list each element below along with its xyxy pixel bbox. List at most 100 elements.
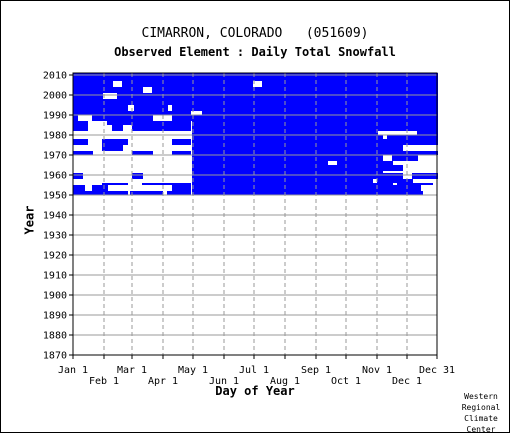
x-tick-label: Dec 31 [419,365,455,376]
y-tick-label: 1920 [43,251,67,262]
data-bar [172,115,438,121]
x-tick-label: Nov 1 [362,365,392,376]
data-bar [397,183,433,185]
data-bar [192,183,393,185]
y-tick-label: 2000 [43,91,67,102]
data-bar [192,135,383,139]
data-bar [142,183,191,185]
x-tick-label: Aug 1 [270,376,300,387]
y-tick-label: 1900 [43,291,67,302]
y-tick-label: 1870 [43,351,67,362]
y-tick-label: 1940 [43,211,67,222]
data-bar [377,179,413,183]
data-bar [152,87,438,93]
data-bar [192,185,421,191]
credit-block: Western Regional Climate Center [452,391,510,435]
data-bar [107,121,191,125]
data-bar [117,93,438,99]
data-bar [192,151,438,155]
data-bar [73,173,83,179]
x-tick-label: Jun 1 [209,376,239,387]
x-axis-label: Day of Year [215,384,295,398]
data-bar [392,155,418,161]
data-bar [192,161,328,165]
x-tick-label: Jan 1 [58,365,88,376]
data-bar [172,139,191,145]
y-tick-label: 1950 [43,191,67,202]
data-bar [73,115,78,121]
y-tick-label: 1980 [43,131,67,142]
data-bar [192,125,438,131]
data-bar [132,125,191,131]
data-bar [102,183,128,185]
data-layer [73,73,438,195]
y-tick-label: 1990 [43,111,67,122]
data-bar [73,99,438,105]
data-bar [73,105,128,111]
chart-title: CIMARRON, COLORADO (051609) [141,26,369,41]
data-bar [172,185,191,191]
data-bar [102,145,123,151]
data-bar [73,139,88,145]
data-bar [132,151,153,155]
y-tick-label: 1880 [43,331,67,342]
data-bar [73,125,88,131]
y-tick-label: 2010 [43,71,67,82]
data-bar [132,173,143,179]
data-bar [417,131,438,135]
x-tick-label: Oct 1 [331,376,361,387]
data-bar [192,121,438,125]
x-tick-label: Jul 1 [239,365,269,376]
data-bar [134,105,168,111]
x-tick-label: Dec 1 [392,376,422,387]
y-tick-label: 1890 [43,311,67,322]
data-bar [73,87,143,93]
data-bar [92,185,108,191]
credit-line: Climate [464,414,498,423]
data-bar [73,81,113,87]
data-bar [73,111,191,115]
data-bar [73,151,93,155]
data-bar [73,185,85,191]
data-bar [112,125,123,131]
grid-layer [73,73,437,356]
data-bar [92,115,153,121]
data-bar [192,179,373,183]
data-bar [202,111,438,115]
y-tick-label: 1910 [43,271,67,282]
x-tick-label: Mar 1 [117,365,147,376]
plot-border [72,72,438,356]
data-bar [172,105,438,111]
data-bar [192,139,438,145]
chart-subtitle: Observed Element : Daily Total Snowfall [114,45,396,59]
x-tick-label: Apr 1 [148,376,178,387]
data-bar [73,77,438,81]
data-bar [192,165,403,171]
data-bar [73,191,128,195]
y-tick-group: 1870 1880 1890 1900 1910 1920 1930 1940 1950 1960… [43,71,73,362]
data-bar [387,135,438,139]
x-tick-label: Feb 1 [89,376,119,387]
y-tick-label: 1970 [43,151,67,162]
y-axis-label: Year [22,205,37,235]
data-bar [167,191,191,195]
credit-line: Regional [461,403,501,412]
credit-line: Center [466,425,496,434]
data-bar [412,173,438,179]
data-bar [102,139,128,145]
data-bar [262,81,438,87]
data-bar [172,151,191,155]
x-tick-label: May 1 [178,365,208,376]
x-tick-label: Sep 1 [301,365,331,376]
x-tick-group: Jan 1 Mar 1 May 1 Jul 1 Sep 1 Nov 1 Dec 31 Feb … [58,355,455,387]
data-bar [73,93,103,99]
data-bar [192,173,403,179]
y-tick-label: 1930 [43,231,67,242]
data-bar [337,161,393,165]
data-bar [192,155,383,161]
y-tick-label: 1960 [43,171,67,182]
data-bar [192,145,403,151]
data-bar [192,191,423,195]
